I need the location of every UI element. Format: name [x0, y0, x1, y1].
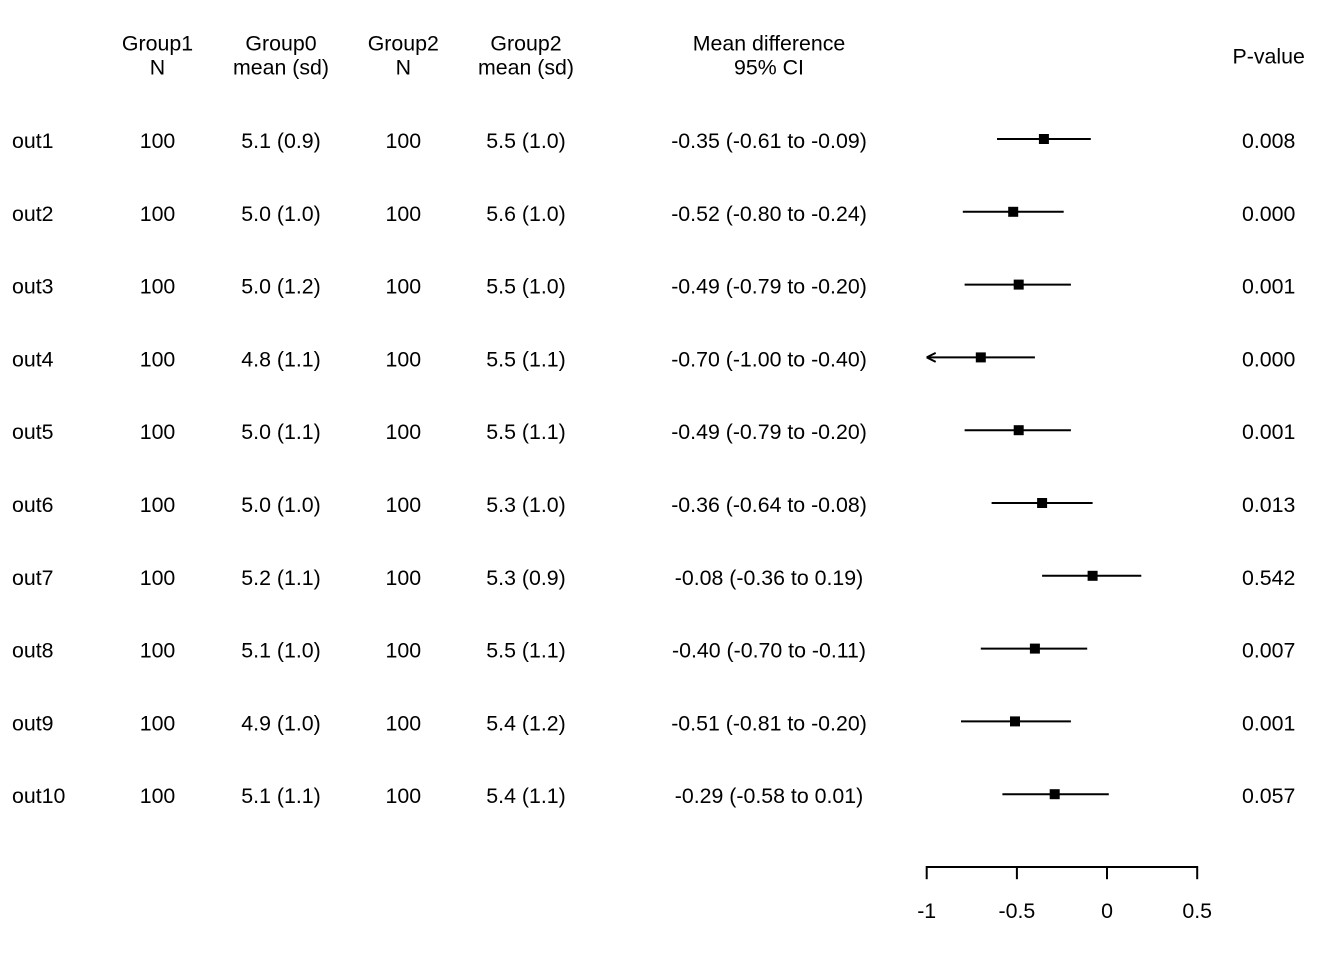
svg-text:5.3 (0.9): 5.3 (0.9)	[486, 566, 565, 590]
svg-text:0.542: 0.542	[1242, 566, 1295, 590]
svg-text:out8: out8	[12, 639, 54, 663]
svg-text:100: 100	[386, 347, 422, 371]
svg-text:5.1 (0.9): 5.1 (0.9)	[241, 129, 320, 153]
svg-text:Group2: Group2	[490, 32, 561, 56]
svg-text:100: 100	[386, 711, 422, 735]
svg-text:100: 100	[386, 275, 422, 299]
svg-text:5.0 (1.0): 5.0 (1.0)	[241, 202, 320, 226]
svg-text:0.001: 0.001	[1242, 711, 1295, 735]
svg-text:5.5 (1.0): 5.5 (1.0)	[486, 129, 565, 153]
svg-text:P-value: P-value	[1233, 44, 1305, 68]
svg-text:Group1: Group1	[122, 32, 193, 56]
svg-text:0.008: 0.008	[1242, 129, 1295, 153]
svg-text:100: 100	[386, 566, 422, 590]
svg-text:-0.36 (-0.64 to -0.08): -0.36 (-0.64 to -0.08)	[671, 493, 867, 517]
svg-text:-0.40 (-0.70 to -0.11): -0.40 (-0.70 to -0.11)	[672, 639, 866, 663]
svg-text:out2: out2	[12, 202, 54, 226]
svg-text:5.0 (1.1): 5.0 (1.1)	[241, 420, 320, 444]
svg-text:out5: out5	[12, 420, 54, 444]
svg-text:100: 100	[140, 420, 176, 444]
svg-text:5.2 (1.1): 5.2 (1.1)	[241, 566, 320, 590]
svg-text:100: 100	[386, 784, 422, 808]
svg-text:out10: out10	[12, 784, 66, 808]
svg-text:100: 100	[140, 784, 176, 808]
svg-text:5.5 (1.1): 5.5 (1.1)	[486, 639, 565, 663]
svg-text:-1: -1	[917, 899, 936, 923]
svg-text:100: 100	[140, 639, 176, 663]
svg-text:-0.29 (-0.58 to 0.01): -0.29 (-0.58 to 0.01)	[675, 784, 864, 808]
svg-text:Group2: Group2	[368, 32, 439, 56]
svg-text:Group0: Group0	[245, 32, 316, 56]
svg-text:100: 100	[140, 711, 176, 735]
svg-text:-0.51 (-0.81 to -0.20): -0.51 (-0.81 to -0.20)	[671, 711, 867, 735]
svg-text:100: 100	[386, 493, 422, 517]
svg-text:-0.5: -0.5	[999, 899, 1036, 923]
svg-text:out1: out1	[12, 129, 54, 153]
svg-text:100: 100	[140, 275, 176, 299]
svg-text:5.1 (1.1): 5.1 (1.1)	[241, 784, 320, 808]
svg-text:5.4 (1.2): 5.4 (1.2)	[486, 711, 565, 735]
svg-text:100: 100	[140, 493, 176, 517]
svg-text:0.000: 0.000	[1242, 347, 1296, 371]
svg-text:0.013: 0.013	[1242, 493, 1295, 517]
svg-text:5.1 (1.0): 5.1 (1.0)	[241, 639, 320, 663]
svg-text:-0.70 (-1.00 to -0.40): -0.70 (-1.00 to -0.40)	[671, 347, 867, 371]
svg-text:5.5 (1.0): 5.5 (1.0)	[486, 275, 565, 299]
svg-text:out3: out3	[12, 275, 54, 299]
svg-text:-0.08 (-0.36 to 0.19): -0.08 (-0.36 to 0.19)	[675, 566, 864, 590]
svg-text:5.3 (1.0): 5.3 (1.0)	[486, 493, 565, 517]
svg-text:100: 100	[140, 129, 176, 153]
svg-text:100: 100	[140, 202, 176, 226]
svg-text:out7: out7	[12, 566, 54, 590]
svg-text:0: 0	[1101, 899, 1113, 923]
svg-text:-0.52 (-0.80 to -0.24): -0.52 (-0.80 to -0.24)	[671, 202, 867, 226]
svg-text:5.4 (1.1): 5.4 (1.1)	[486, 784, 565, 808]
svg-text:out9: out9	[12, 711, 54, 735]
svg-text:0.007: 0.007	[1242, 639, 1295, 663]
svg-text:-0.35 (-0.61 to -0.09): -0.35 (-0.61 to -0.09)	[671, 129, 867, 153]
svg-text:5.0 (1.0): 5.0 (1.0)	[241, 493, 320, 517]
svg-text:0.5: 0.5	[1182, 899, 1212, 923]
svg-text:mean (sd): mean (sd)	[233, 56, 329, 80]
svg-text:-0.49 (-0.79 to -0.20): -0.49 (-0.79 to -0.20)	[671, 420, 867, 444]
svg-text:0.057: 0.057	[1242, 784, 1295, 808]
svg-text:0.000: 0.000	[1242, 202, 1296, 226]
svg-text:0.001: 0.001	[1242, 420, 1295, 444]
svg-text:Mean difference: Mean difference	[693, 32, 846, 56]
svg-text:5.6 (1.0): 5.6 (1.0)	[486, 202, 565, 226]
svg-text:5.5 (1.1): 5.5 (1.1)	[486, 347, 565, 371]
svg-text:100: 100	[140, 347, 176, 371]
svg-text:0.001: 0.001	[1242, 275, 1295, 299]
svg-text:4.9 (1.0): 4.9 (1.0)	[241, 711, 320, 735]
svg-text:N: N	[150, 56, 165, 80]
svg-text:100: 100	[386, 639, 422, 663]
svg-text:100: 100	[140, 566, 176, 590]
svg-text:95% CI: 95% CI	[734, 56, 804, 80]
svg-text:100: 100	[386, 129, 422, 153]
svg-text:-0.49 (-0.79 to -0.20): -0.49 (-0.79 to -0.20)	[671, 275, 867, 299]
svg-text:out6: out6	[12, 493, 54, 517]
svg-text:100: 100	[386, 202, 422, 226]
svg-text:4.8 (1.1): 4.8 (1.1)	[241, 347, 320, 371]
svg-text:5.5 (1.1): 5.5 (1.1)	[486, 420, 565, 444]
svg-text:mean (sd): mean (sd)	[478, 56, 574, 80]
svg-text:5.0 (1.2): 5.0 (1.2)	[241, 275, 320, 299]
svg-text:100: 100	[386, 420, 422, 444]
svg-text:out4: out4	[12, 347, 54, 371]
svg-text:N: N	[396, 56, 411, 80]
